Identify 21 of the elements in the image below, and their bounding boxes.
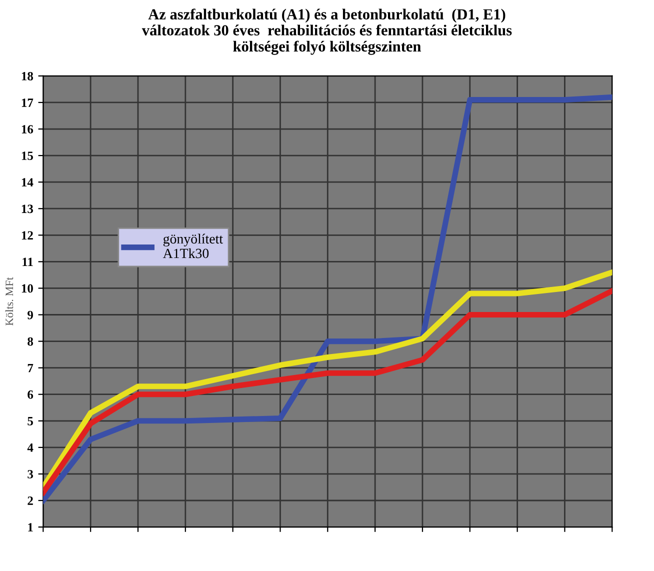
y-tick-label: 12	[22, 231, 33, 240]
y-tick-label: 18	[22, 72, 34, 80]
y-tick-label: 13	[22, 204, 34, 214]
y-tick-label: 16	[22, 125, 34, 134]
chart-title: Az aszfaltburkolatú (A1) és a betonburkolatú (D1, E1) változatok 30 éves rehabilitációs és fenntartási életciklus költségei folyó költségszinten	[142, 8, 512, 55]
y-tick-label: 8	[28, 337, 34, 346]
y-tick-label: 6	[28, 390, 34, 399]
y-tick-label: 7	[28, 364, 34, 372]
y-tick-label: 17	[22, 98, 34, 107]
y-tick-label: 11	[22, 258, 33, 266]
y-tick-label: 14	[22, 178, 34, 186]
y-tick-label: 9	[28, 310, 33, 320]
y-tick-label: 5	[28, 417, 33, 426]
y-axis-title: Költs. MFt	[5, 277, 14, 326]
y-tick-label: 10	[22, 284, 33, 293]
legend-label: gönyölített A1Tk30	[162, 234, 223, 258]
y-tick-label: 3	[28, 470, 34, 478]
y-tick-label: 1	[28, 523, 33, 532]
y-tick-label: 4	[27, 444, 34, 452]
y-tick-label: 15	[22, 152, 33, 160]
y-tick-label: 2	[28, 496, 33, 505]
